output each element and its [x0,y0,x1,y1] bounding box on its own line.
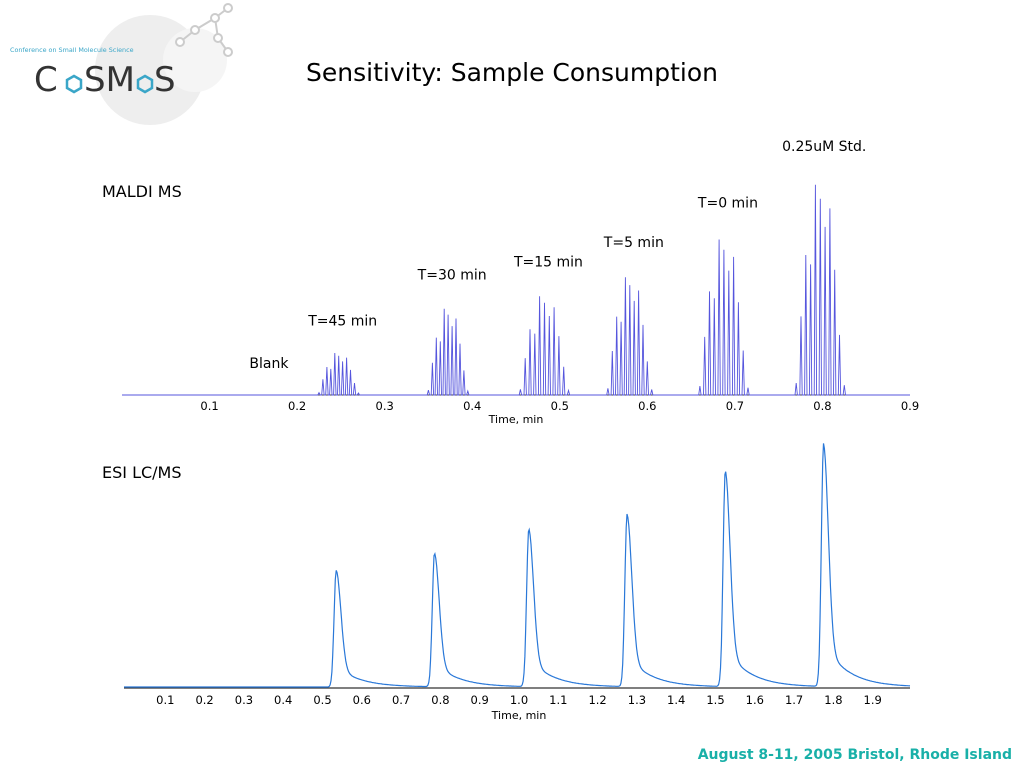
esi-chart: ESI LC/MS 0.1 0.2 0.3 0.4 0.5 0.6 0.7 0.8 0.9 1.0… [102,443,911,722]
maldi-tick-label: 0.1 [200,399,218,413]
maldi-x-axis-label: Time, min [488,413,544,426]
esi-tick-label: 1.6 [746,693,764,707]
cosmos-logo: Conference on Small Molecule Science COS… [10,3,233,125]
logo-hexagon-icon [65,74,83,94]
esi-tick-label: 0.9 [471,693,489,707]
maldi-tick-label: 0.8 [813,399,831,413]
slide-title: Sensitivity: Sample Consumption [306,58,718,87]
maldi-tick-label: 0.5 [551,399,569,413]
maldi-tick-label: 0.4 [463,399,481,413]
maldi-group-label: 0.25uM Std. [782,139,866,155]
maldi-tick-label: 0.9 [901,399,919,413]
esi-tick-label: 0.4 [274,693,292,707]
esi-tick-label: 1.2 [588,693,606,707]
esi-tick-label: 0.1 [156,693,174,707]
esi-tick-label: 0.7 [392,693,410,707]
esi-tick-labels: 0.1 0.2 0.3 0.4 0.5 0.6 0.7 0.8 0.9 1.0 1.1 1.2 1.3 1… [156,693,882,707]
logo-hexagon-icon-2 [136,74,154,94]
esi-chart-title: ESI LC/MS [102,463,182,482]
esi-tick-label: 0.5 [313,693,331,707]
esi-tick-label: 1.3 [628,693,646,707]
esi-tick-label: 0.8 [431,693,449,707]
maldi-group-label: T=0 min [697,196,758,212]
esi-tick-label: 0.2 [195,693,213,707]
maldi-group-label: T=15 min [513,255,583,271]
maldi-tick-label: 0.7 [726,399,744,413]
logo-wordmark: COSMOS C SM S [34,60,176,100]
esi-tick-label: 0.6 [353,693,371,707]
maldi-group-label: Blank [249,356,289,372]
maldi-group-label: T=45 min [307,313,377,329]
esi-tick-label: 1.5 [706,693,724,707]
maldi-tick-label: 0.6 [638,399,656,413]
esi-trace [124,443,911,688]
esi-tick-label: 1.0 [510,693,528,707]
maldi-group-labels: Blank T=45 min T=30 min T=15 min T=5 min T=0 … [249,139,866,372]
footer: August 8-11, 2005 Bristol, Rhode Island [697,747,1012,763]
logo-letter-c: C [34,60,58,100]
maldi-chart-title: MALDI MS [102,182,182,201]
esi-tick-label: 1.1 [549,693,567,707]
maldi-tick-labels: 0.1 0.2 0.3 0.4 0.5 0.6 0.7 0.8 0.9 [200,399,919,413]
esi-tick-label: 1.9 [864,693,882,707]
esi-x-axis-label: Time, min [491,709,547,722]
logo-letter-s: S [154,60,176,100]
molecule-icon [175,3,233,57]
maldi-trace [122,184,910,396]
maldi-tick-label: 0.2 [288,399,306,413]
esi-tick-label: 1.4 [667,693,685,707]
maldi-group-label: T=30 min [417,268,487,284]
maldi-chart: MALDI MS 0.1 0.2 0.3 0.4 0.5 0.6 0.7 0.8 0.9 Bla… [102,139,919,426]
esi-tick-label: 1.7 [785,693,803,707]
maldi-group-label: T=5 min [603,235,664,251]
maldi-tick-label: 0.3 [376,399,394,413]
logo-tagline: Conference on Small Molecule Science [10,46,134,54]
logo-letters-sm: SM [84,60,135,100]
esi-tick-label: 1.8 [824,693,842,707]
esi-tick-label: 0.3 [235,693,253,707]
